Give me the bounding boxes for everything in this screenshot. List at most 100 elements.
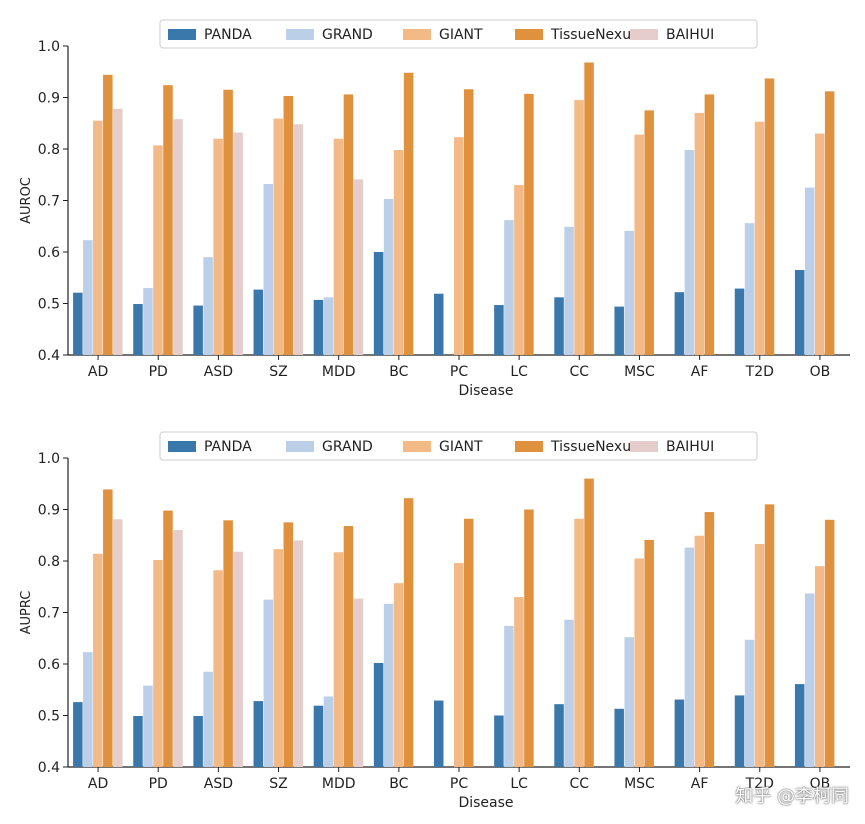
x-tick-label: PD: [149, 776, 168, 792]
bar-giant-msc: [634, 558, 644, 767]
bar-tissuenexus-sz: [283, 522, 294, 767]
bar-baihui-asd: [233, 551, 243, 767]
bar-grand-lc: [504, 220, 514, 355]
bar-tissuenexus-asd: [223, 520, 233, 767]
bar-grand-cc: [564, 226, 574, 355]
x-tick-label: CC: [570, 364, 590, 380]
bar-baihui-asd: [233, 132, 243, 355]
legend-label-tissuenexus: TissueNexus: [550, 27, 638, 43]
bar-giant-sz: [273, 549, 284, 767]
x-tick-label: AD: [88, 364, 108, 380]
x-tick-label: MDD: [322, 364, 356, 380]
bar-tissuenexus-af: [704, 512, 715, 767]
x-tick-label: LC: [510, 364, 528, 380]
bar-panda-msc: [614, 708, 624, 767]
y-tick-label: 1.0: [38, 39, 60, 55]
x-tick-label: ASD: [204, 776, 233, 792]
x-tick-label: MSC: [624, 364, 655, 380]
x-tick-label: OB: [810, 364, 831, 380]
bar-grand-t2d: [744, 223, 755, 355]
legend-swatch-grand: [286, 441, 314, 452]
x-tick-label: SZ: [269, 364, 287, 380]
x-tick-label: CC: [570, 776, 590, 792]
bar-panda-pd: [133, 716, 143, 767]
x-tick-label: ASD: [204, 364, 233, 380]
auroc-chart: 0.4 0.5 0.6 0.7 0.8 0.9 1.0 AUROC AD PD ASD SZ MDD BC…: [19, 19, 850, 399]
bar-grand-asd: [203, 671, 213, 767]
bar-baihui-sz: [293, 124, 304, 355]
bar-giant-ob: [814, 133, 825, 355]
bar-giant-af: [694, 535, 705, 767]
y-tick-label: 0.9: [38, 91, 60, 107]
bar-tissuenexus-msc: [644, 110, 654, 355]
y-tick-label: 0.6: [38, 245, 60, 261]
bar-giant-lc: [514, 185, 524, 355]
bar-panda-asd: [193, 305, 203, 355]
bar-tissuenexus-ad: [103, 74, 113, 355]
bar-grand-msc: [624, 637, 634, 767]
y-axis-label: AUROC: [19, 177, 34, 224]
legend-swatch-giant: [403, 29, 431, 40]
x-tick-label: PC: [450, 776, 468, 792]
x-tick-label: LC: [510, 776, 528, 792]
bar-tissuenexus-mdd: [343, 525, 354, 767]
bar-giant-t2d: [754, 121, 765, 355]
bar-tissuenexus-mdd: [343, 94, 354, 355]
bar-panda-mdd: [313, 705, 324, 767]
bar-grand-msc: [624, 230, 634, 355]
bar-panda-pc: [434, 293, 444, 355]
bar-panda-asd: [193, 716, 203, 767]
bar-grand-mdd: [323, 696, 334, 767]
bar-grand-lc: [504, 625, 514, 767]
bar-grand-bc: [383, 603, 394, 767]
bar-giant-pc: [454, 563, 464, 767]
legend-swatch-grand: [286, 29, 314, 40]
bar-grand-af: [684, 150, 695, 355]
bar-giant-sz: [273, 118, 284, 356]
bar-tissuenexus-pc: [464, 518, 474, 767]
bar-panda-af: [674, 292, 685, 355]
bar-giant-bc: [393, 583, 404, 767]
bar-baihui-pd: [173, 119, 183, 355]
bar-baihui-ad: [113, 519, 123, 767]
x-tick-label: SZ: [269, 776, 287, 792]
bar-grand-sz: [263, 184, 274, 355]
legend-frame: [159, 431, 758, 461]
y-tick-label: 0.8: [38, 142, 60, 158]
legend-frame: [159, 19, 758, 49]
bar-tissuenexus-sz: [283, 95, 294, 355]
legend-swatch-panda: [168, 441, 196, 452]
legend-swatch-tissuenexus: [515, 29, 543, 40]
y-tick-label: 0.6: [38, 657, 60, 673]
bar-tissuenexus-t2d: [764, 78, 775, 355]
bar-panda-t2d: [734, 288, 745, 355]
bar-panda-sz: [253, 701, 264, 767]
bar-panda-af: [674, 699, 685, 767]
bar-panda-bc: [373, 662, 384, 767]
bar-grand-asd: [203, 257, 213, 355]
y-tick-label: 0.8: [38, 554, 60, 570]
watermark-text: 知乎 @李柯同: [735, 786, 849, 807]
bar-panda-bc: [373, 252, 384, 355]
y-tick-label: 1.0: [38, 451, 60, 467]
bar-tissuenexus-lc: [524, 509, 534, 767]
legend-label-baihui: BAIHUI: [666, 439, 714, 455]
auprc-chart: 0.4 0.5 0.6 0.7 0.8 0.9 1.0 AUPRC AD PD ASD SZ MDD BC…: [19, 431, 850, 811]
bar-tissuenexus-pd: [163, 85, 173, 355]
bar-giant-ad: [93, 120, 103, 355]
bar-baihui-pd: [173, 530, 183, 767]
bar-giant-asd: [213, 138, 223, 355]
y-axis-label: AUPRC: [19, 591, 34, 635]
bar-panda-pc: [434, 700, 444, 767]
bar-grand-bc: [383, 198, 394, 355]
bar-tissuenexus-pc: [464, 89, 474, 355]
bar-grand-cc: [564, 619, 574, 767]
bar-grand-sz: [263, 599, 274, 767]
legend-label-tissuenexus: TissueNexus: [550, 439, 638, 455]
bar-tissuenexus-ob: [824, 519, 835, 767]
bar-panda-lc: [494, 305, 504, 355]
x-tick-label: MSC: [624, 776, 655, 792]
bar-tissuenexus-pd: [163, 510, 173, 767]
x-tick-label: AD: [88, 776, 108, 792]
y-tick-label: 0.4: [38, 760, 60, 776]
